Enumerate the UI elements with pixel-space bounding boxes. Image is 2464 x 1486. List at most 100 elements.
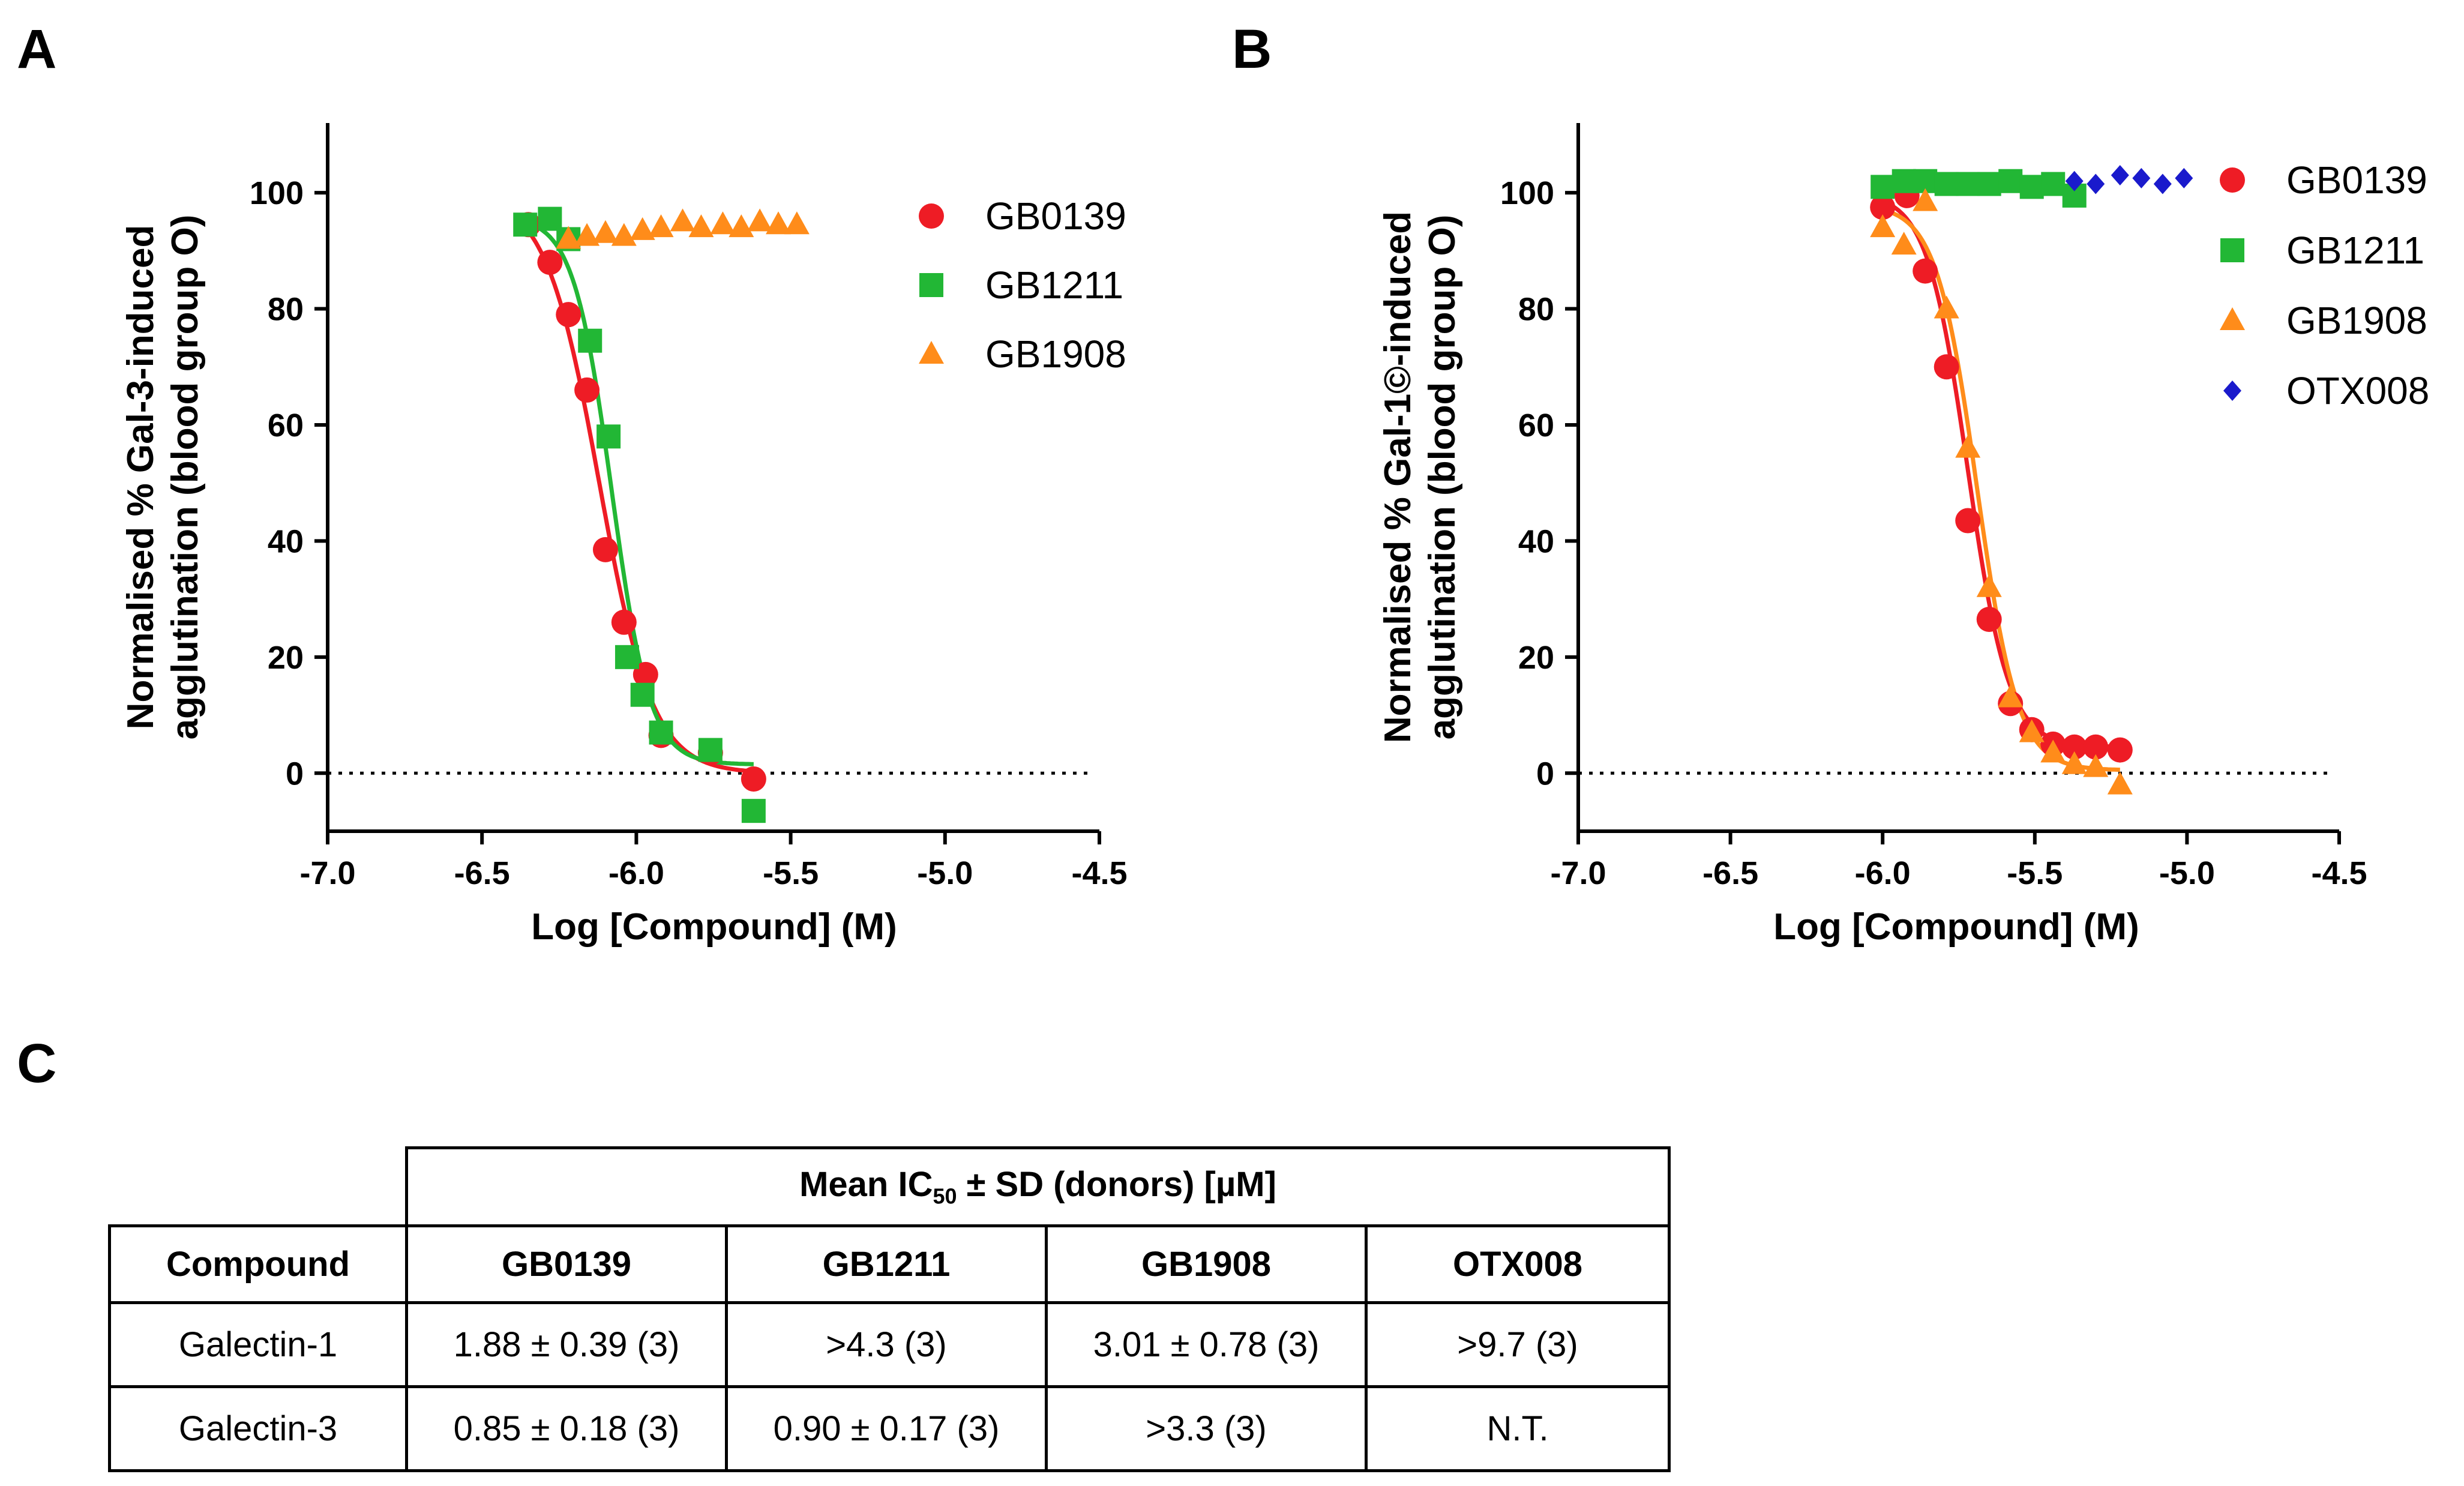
chart-panel-b: -7.0 -6.5 -6.0 -5.5 -5.0 -4.5 0 20 40 60 80 100 Log … xyxy=(1377,123,2429,948)
legend-label-gb0139: GB0139 xyxy=(985,194,1126,238)
data-point-gb1908 xyxy=(2083,754,2109,777)
legend-label-gb1211: GB1211 xyxy=(985,263,1123,307)
data-point-gb1908 xyxy=(1955,435,1981,458)
data-point-gb1908 xyxy=(710,211,736,235)
table-span-header: Mean IC50 ± SD (donors) [µM] xyxy=(405,1146,1671,1227)
x-tick-label: -5.0 xyxy=(917,855,973,891)
data-point-gb1211 xyxy=(630,682,655,707)
span-header-rest: ± SD (donors) [µM] xyxy=(957,1165,1276,1205)
y-tick-label: 40 xyxy=(268,523,304,559)
x-tick-label: -6.5 xyxy=(1702,855,1758,891)
row-label-galectin-3: Galectin-3 xyxy=(108,1385,408,1472)
legend-label-gb1211: GB1211 xyxy=(2286,229,2424,272)
x-tick-label: -5.0 xyxy=(2159,855,2215,891)
table-row: Galectin-3 0.85 ± 0.18 (3) 0.90 ± 0.17 (… xyxy=(108,1385,1671,1472)
table-cell: >4.3 (3) xyxy=(725,1301,1048,1388)
data-point-gb1211 xyxy=(1977,172,2001,196)
data-point-gb0139 xyxy=(556,302,581,328)
panel-label-c: C xyxy=(17,1033,57,1094)
x-tick-label: -5.5 xyxy=(2007,855,2063,891)
data-point-gb0139 xyxy=(2107,737,2133,763)
y-tick-label: 0 xyxy=(286,756,304,792)
legend-marker-gb1908 xyxy=(2220,307,2245,330)
data-point-gb1211 xyxy=(538,206,562,231)
col-header-gb0139: GB0139 xyxy=(405,1224,728,1304)
data-point-gb1908 xyxy=(1891,232,1917,255)
data-point-gb1908 xyxy=(766,211,792,235)
data-point-otx008 xyxy=(2175,167,2193,188)
legend-label-otx008: OTX008 xyxy=(2286,369,2429,412)
data-point-gb1211 xyxy=(1998,169,2023,193)
data-point-gb0139 xyxy=(1955,508,1981,534)
table-cell: 0.90 ± 0.17 (3) xyxy=(725,1385,1048,1472)
table-corner-cell xyxy=(109,1148,408,1227)
y-tick-label: 100 xyxy=(1500,175,1554,211)
data-point-gb1211 xyxy=(698,738,723,762)
y-tick-label: 20 xyxy=(268,640,304,676)
legend-label-gb0139: GB0139 xyxy=(2286,158,2427,202)
data-point-gb1211 xyxy=(596,424,621,449)
y-tick-label: 40 xyxy=(1518,523,1554,559)
col-header-gb1211: GB1211 xyxy=(725,1224,1048,1304)
x-axis-title: Log [Compound] (M) xyxy=(531,906,897,948)
table-cell: 0.85 ± 0.18 (3) xyxy=(405,1385,728,1472)
x-axis-title: Log [Compound] (M) xyxy=(1773,906,2139,948)
y-tick-label: 80 xyxy=(1518,292,1554,328)
data-point-gb0139 xyxy=(574,377,600,403)
y-tick-label: 60 xyxy=(268,408,304,444)
y-axis-title-line-2: agglutination (blood group O) xyxy=(1422,215,1463,740)
data-point-gb1908 xyxy=(556,226,581,249)
data-point-gb0139 xyxy=(1976,606,2002,632)
chart-panel-a: -7.0 -6.5 -6.0 -5.5 -5.0 -4.5 0 20 40 60 80 100 Log … xyxy=(120,123,1128,948)
legend-marker-gb1908 xyxy=(919,341,944,364)
x-tick-label: -7.0 xyxy=(1550,855,1606,891)
data-point-gb1908 xyxy=(1913,188,1938,211)
col-header-otx008: OTX008 xyxy=(1365,1224,1671,1304)
x-tick-label: -4.5 xyxy=(2311,855,2367,891)
table-cell: 1.88 ± 0.39 (3) xyxy=(405,1301,728,1388)
span-header-main: Mean IC xyxy=(799,1165,933,1205)
data-point-otx008 xyxy=(2087,173,2105,194)
legend-marker-gb1211 xyxy=(919,273,943,297)
data-point-gb1908 xyxy=(747,208,773,232)
data-point-otx008 xyxy=(2065,170,2084,191)
data-point-gb1908 xyxy=(630,217,655,240)
data-point-gb1211 xyxy=(578,328,602,353)
data-point-gb1211 xyxy=(1871,175,1895,199)
data-point-gb1211 xyxy=(1934,172,1959,196)
legend-marker-gb0139 xyxy=(2220,167,2245,193)
data-point-gb1908 xyxy=(670,208,696,232)
y-axis-title-line-2: agglutination (blood group O) xyxy=(164,215,206,740)
panel-label-b: B xyxy=(1232,19,1272,80)
data-point-otx008 xyxy=(2111,165,2129,186)
data-point-gb1211 xyxy=(1892,169,1916,193)
panel-label-a: A xyxy=(17,19,57,80)
span-header-subscript: 50 xyxy=(933,1184,957,1209)
data-point-gb0139 xyxy=(1934,354,1959,380)
legend-marker-gb1211 xyxy=(2220,238,2244,262)
data-point-gb1211 xyxy=(513,212,538,237)
x-tick-label: -4.5 xyxy=(1071,855,1127,891)
table-row: Galectin-1 1.88 ± 0.39 (3) >4.3 (3) 3.01… xyxy=(108,1301,1671,1388)
data-point-gb0139 xyxy=(741,766,766,792)
data-point-gb1908 xyxy=(1976,574,2002,597)
legend-marker-gb0139 xyxy=(919,203,944,229)
fit-curve-gb1908 xyxy=(1882,208,2120,772)
data-point-gb1908 xyxy=(2040,739,2066,763)
data-point-gb1211 xyxy=(741,799,766,823)
y-tick-label: 80 xyxy=(268,292,304,328)
x-tick-label: -6.0 xyxy=(1855,855,1911,891)
data-point-gb1908 xyxy=(2019,719,2045,742)
legend-marker-otx008 xyxy=(2223,381,2241,401)
y-axis-title-line-1: Normalised % Gal-1©-induced xyxy=(1377,211,1419,743)
legend-label-gb1908: GB1908 xyxy=(2286,299,2427,342)
data-point-gb1908 xyxy=(2061,751,2087,774)
x-tick-label: -6.0 xyxy=(608,855,664,891)
data-point-gb0139 xyxy=(2083,734,2109,760)
data-point-gb1211 xyxy=(614,645,639,669)
y-tick-label: 20 xyxy=(1518,640,1554,676)
ic50-table-container: Mean IC50 ± SD (donors) [µM] Compound GB… xyxy=(108,1146,1671,1472)
y-tick-label: 100 xyxy=(250,175,304,211)
y-tick-label: 0 xyxy=(1536,756,1554,792)
data-point-gb1211 xyxy=(2041,172,2066,196)
